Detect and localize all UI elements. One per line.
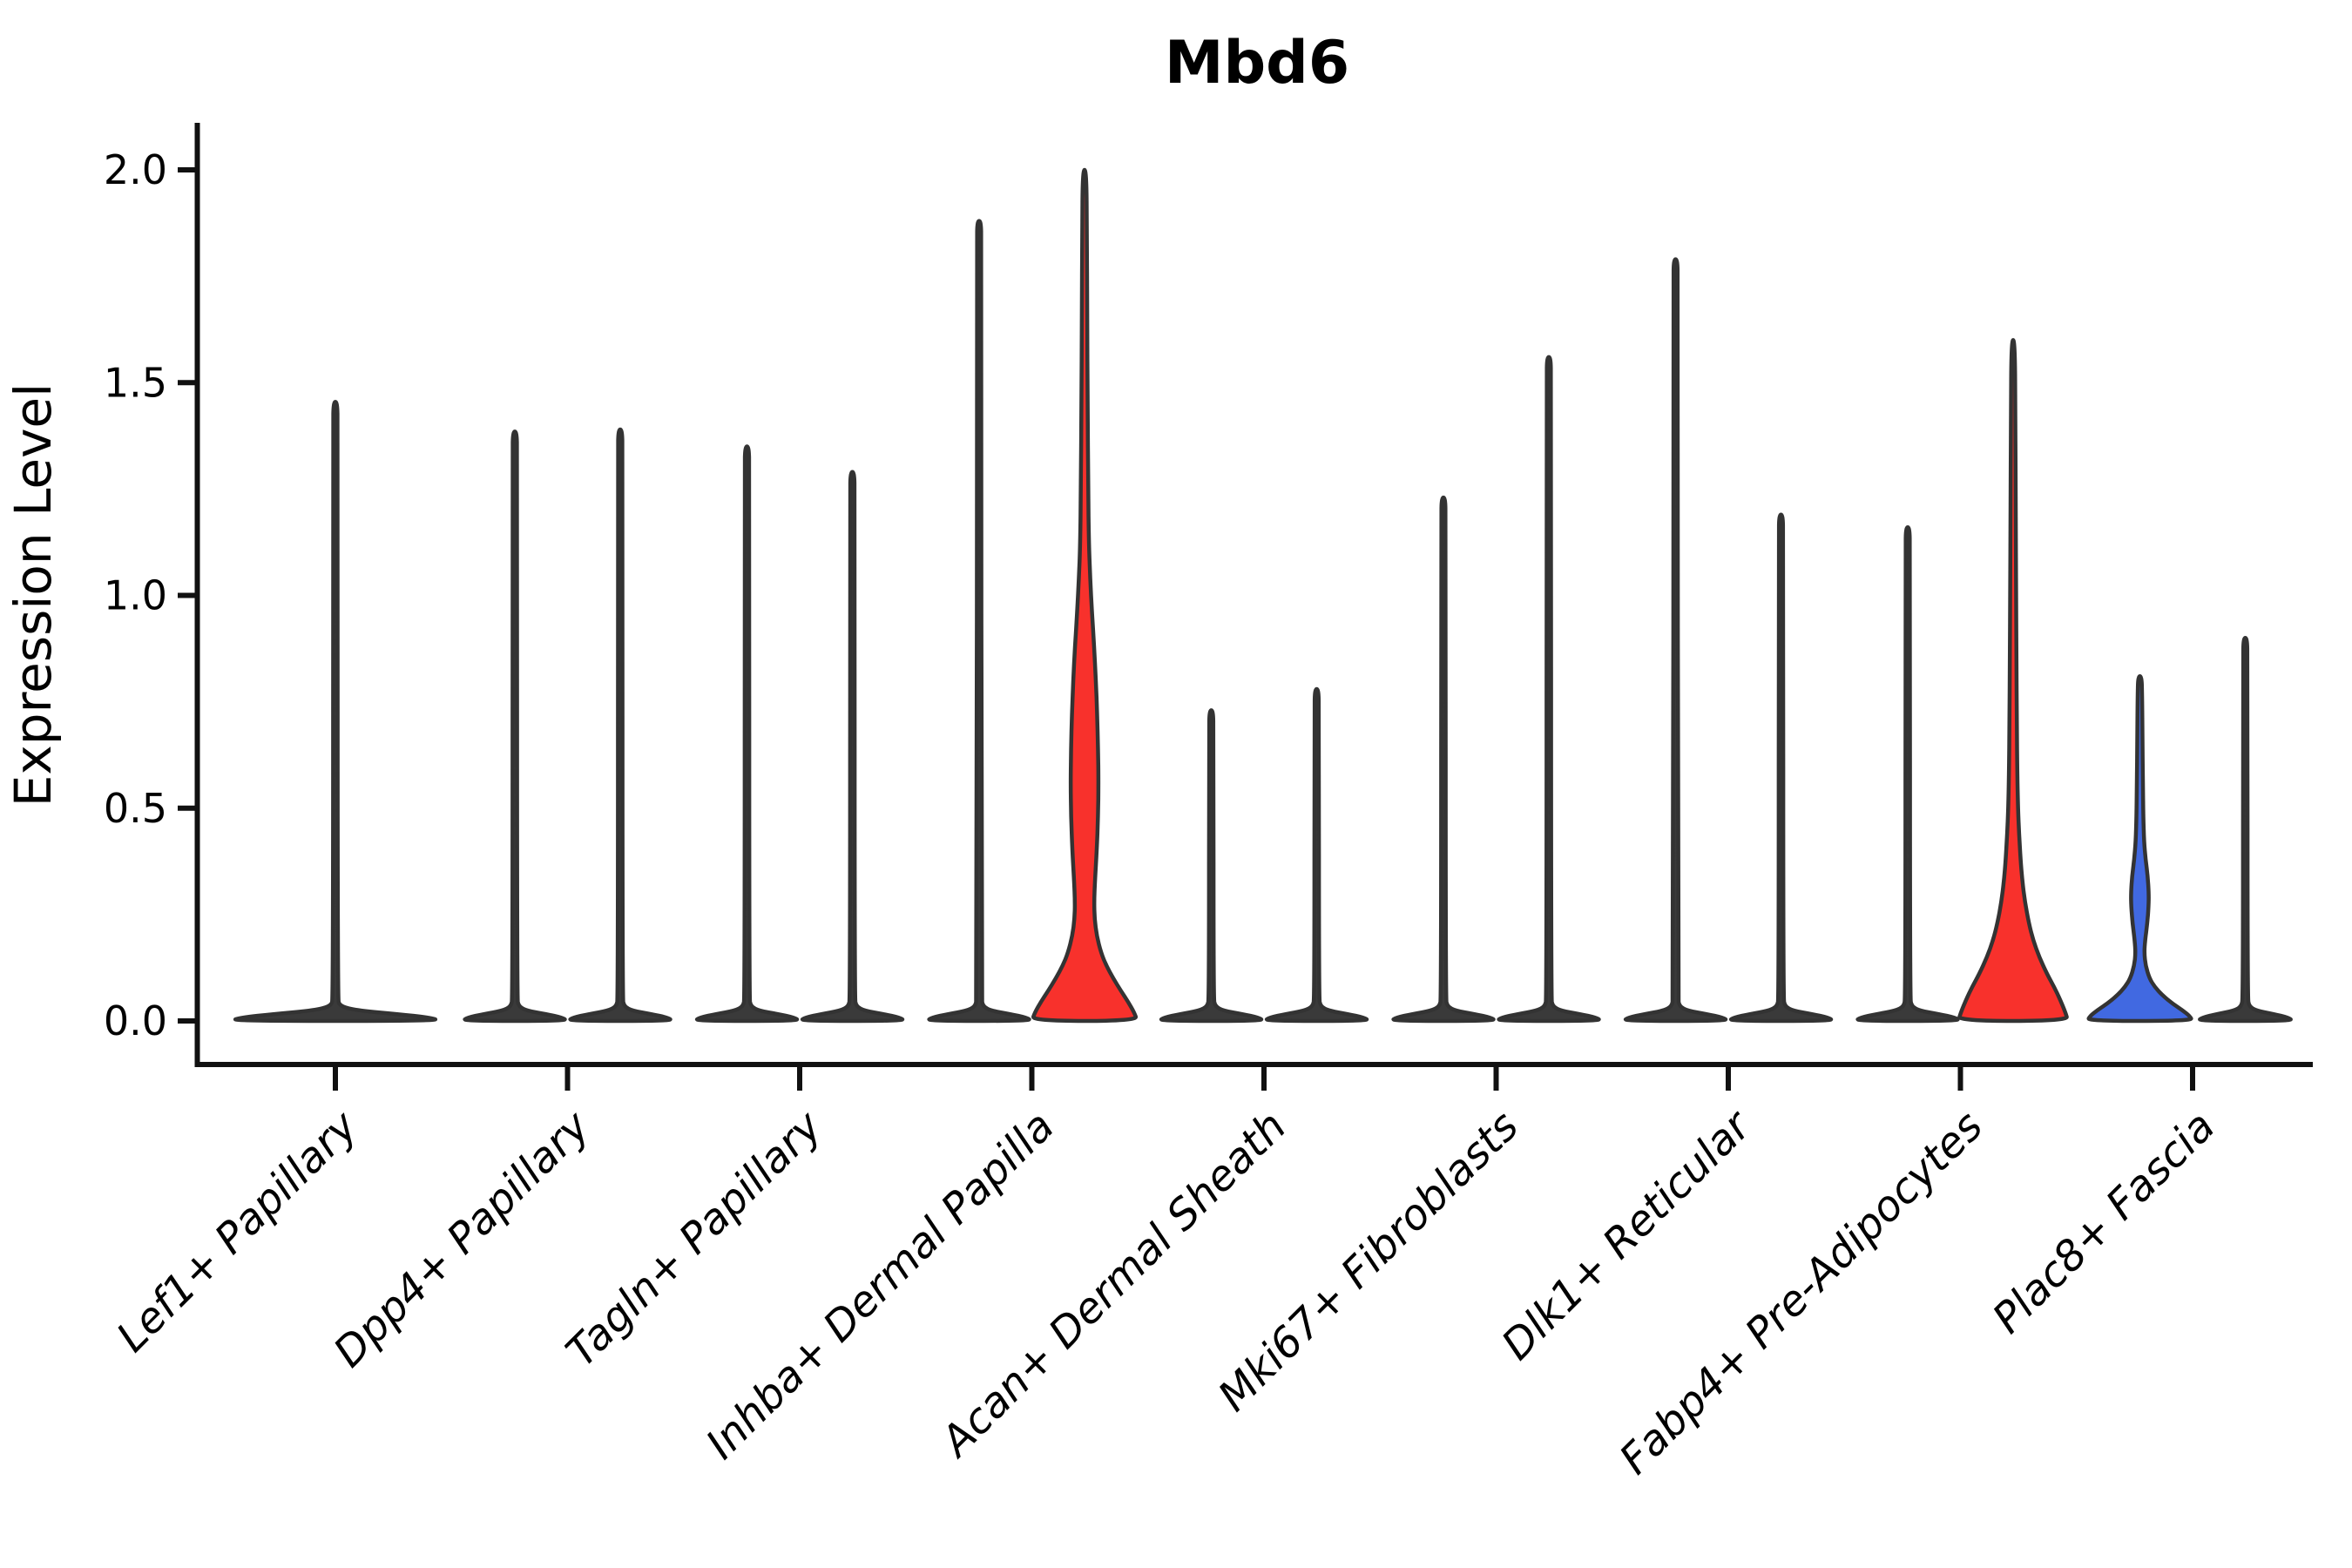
x-tick-label-0: Lef1+ Papillary [107,1101,368,1362]
x-tick-label-2: Tagln+ Papillary [557,1101,832,1376]
y-tick-label-1: 0.5 [104,785,167,832]
violin-6-right [1031,167,1139,1024]
violin-14-right [1957,338,2069,1024]
violin-15-left [2086,674,2193,1024]
chart-title: Mbd6 [1165,29,1349,98]
violin-7-left [1159,708,1264,1024]
y-tick-label-2: 1.0 [104,572,167,619]
violin-16-right [2198,636,2293,1024]
violin-1-left [463,429,567,1024]
y-tick-label-4: 2.0 [104,146,167,193]
x-tick-label-1: Dpp4+ Papillary [324,1101,599,1376]
violin-10-right [1497,355,1601,1024]
violin-12-right [1729,512,1834,1024]
violin-group [233,167,2293,1024]
y-tick-label-3: 1.5 [104,359,167,406]
violin-13-left [1855,525,1960,1024]
violin-5-left [927,219,1031,1024]
violin-0-center [233,399,437,1024]
violin-8-right [1265,686,1369,1024]
x-tick-label-6: Dlk1+ Reticular [1492,1100,1762,1370]
y-axis-label: Expression Level [3,383,63,807]
violin-2-right [568,427,672,1024]
x-tick-label-8: Plac8+ Fascia [1984,1102,2225,1343]
violin-3-left [695,444,800,1024]
y-ticks-group: 0.0 0.5 1.0 1.5 2.0 [104,146,198,1044]
violin-4-right [801,470,905,1024]
violin-9-left [1391,495,1496,1024]
violin-11-left [1624,257,1728,1024]
y-tick-label-0: 0.0 [104,997,167,1044]
